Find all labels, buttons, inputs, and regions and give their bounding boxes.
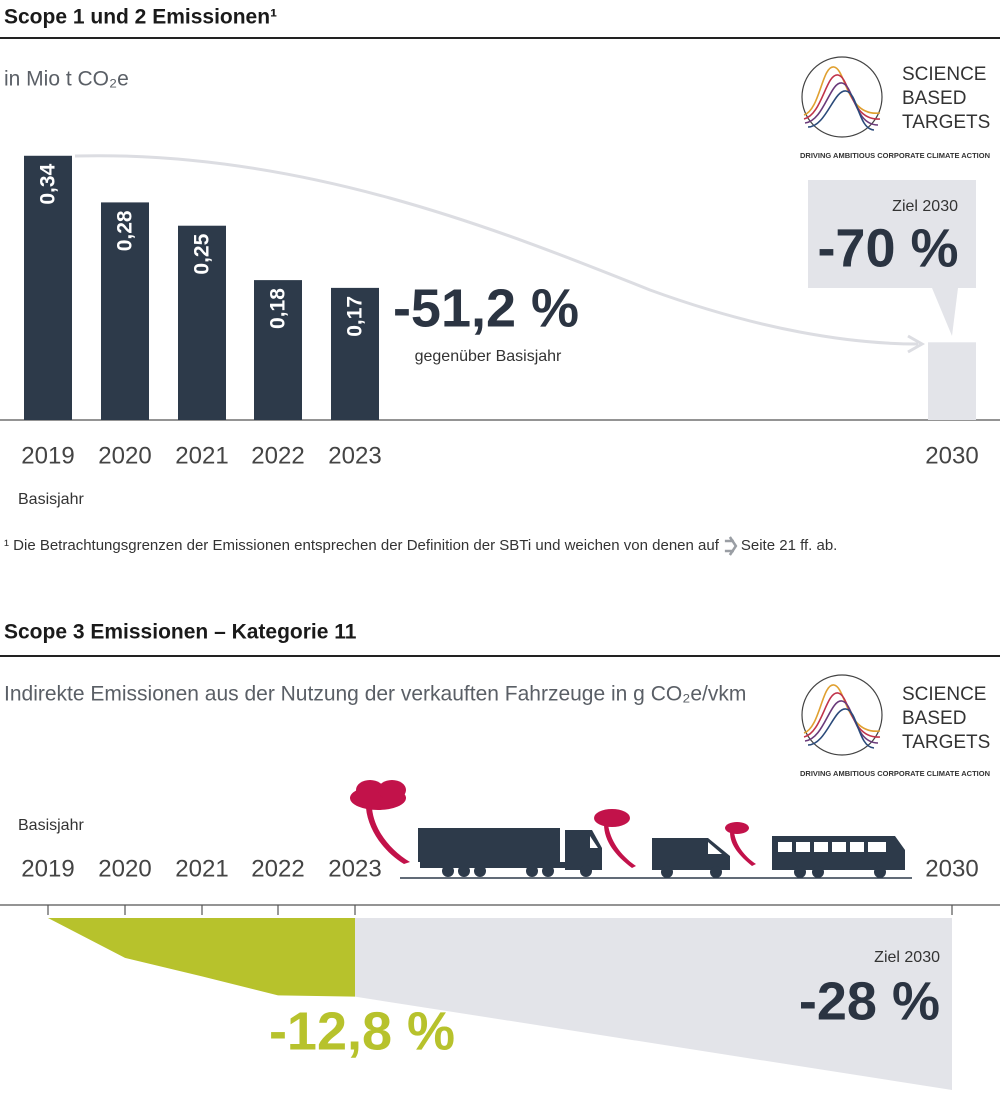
reference-arrow — [724, 536, 738, 556]
logo-tagline: DRIVING AMBITIOUS CORPORATE CLIMATE ACTI… — [800, 151, 990, 160]
sbti-logo: SCIENCE BASED TARGETS DRIVING AMBITIOUS … — [800, 56, 990, 160]
arrow-head — [907, 334, 926, 354]
area — [355, 918, 952, 1090]
value-label: 0,28 — [114, 210, 137, 251]
change-note: gegenüber Basisjahr — [415, 348, 562, 365]
bar — [254, 280, 302, 420]
change-value: -51,2 % — [393, 278, 579, 338]
chart-title: Scope 1 und 2 Emissionen¹ — [4, 6, 277, 29]
bar — [24, 155, 72, 420]
value-label: 0,18 — [267, 288, 290, 329]
x-tick-label: 2023 — [328, 442, 381, 469]
vehicles-illustration — [350, 780, 912, 879]
x-tick-label: 2030 — [925, 855, 978, 882]
x-tick-label: 2019 — [21, 855, 74, 882]
logo-text: BASED — [902, 88, 966, 109]
base-year-label: Basisjahr — [18, 491, 84, 508]
value-label: 0,17 — [344, 296, 367, 337]
target-label: Ziel 2030 — [874, 949, 940, 966]
chart-subtitle: Indirekte Emissionen aus der Nutzung der… — [4, 683, 746, 706]
value-label: 0,34 — [37, 163, 60, 204]
logo-text: BASED — [902, 708, 966, 729]
x-tick-label: 2020 — [98, 855, 151, 882]
trend-arrow — [74, 154, 919, 346]
target-callout — [808, 180, 976, 336]
logo-text: TARGETS — [902, 732, 990, 753]
x-tick-label: 2021 — [175, 442, 228, 469]
x-tick-label: 2030 — [925, 442, 978, 469]
target-value: -28 % — [799, 971, 940, 1031]
logo-text: SCIENCE — [902, 684, 986, 705]
logo-tagline: DRIVING AMBITIOUS CORPORATE CLIMATE ACTI… — [800, 769, 990, 778]
footnote: ¹ Die Betrachtungsgrenzen der Emissionen… — [4, 536, 837, 556]
logo-text: SCIENCE — [902, 64, 986, 85]
x-tick-label: 2019 — [21, 442, 74, 469]
footnote-reference: Seite 21 ff. ab. — [741, 537, 837, 554]
chart-subtitle: in Mio t CO₂e — [4, 68, 129, 91]
bar — [331, 287, 379, 420]
target-value: -70 % — [817, 218, 958, 278]
value-label: 0,25 — [191, 233, 214, 274]
bar — [101, 202, 149, 420]
x-tick-label: 2023 — [328, 855, 381, 882]
chart-title: Scope 3 Emissionen – Kategorie 11 — [4, 621, 357, 644]
sbti-logo: SCIENCE BASED TARGETS DRIVING AMBITIOUS … — [800, 674, 990, 778]
footnote-text: ¹ Die Betrachtungsgrenzen der Emissionen… — [4, 537, 720, 554]
bar — [178, 225, 226, 420]
logo-text: TARGETS — [902, 112, 990, 133]
target-label: Ziel 2030 — [892, 198, 958, 215]
x-tick-label: 2022 — [251, 442, 304, 469]
change-value: -12,8 % — [269, 1001, 455, 1061]
x-tick-label: 2022 — [251, 855, 304, 882]
area — [48, 918, 355, 997]
x-tick-label: 2021 — [175, 855, 228, 882]
bar — [928, 342, 976, 420]
base-year-label: Basisjahr — [18, 817, 84, 834]
x-tick-label: 2020 — [98, 442, 151, 469]
